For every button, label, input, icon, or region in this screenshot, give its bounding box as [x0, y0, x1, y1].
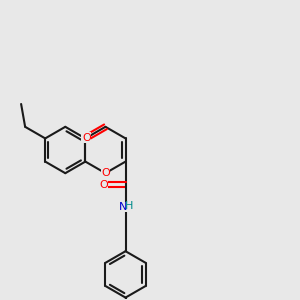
Text: O: O	[99, 180, 108, 190]
Text: H: H	[125, 201, 133, 211]
Text: O: O	[101, 168, 110, 178]
Text: O: O	[82, 133, 91, 143]
Text: N: N	[119, 202, 128, 212]
